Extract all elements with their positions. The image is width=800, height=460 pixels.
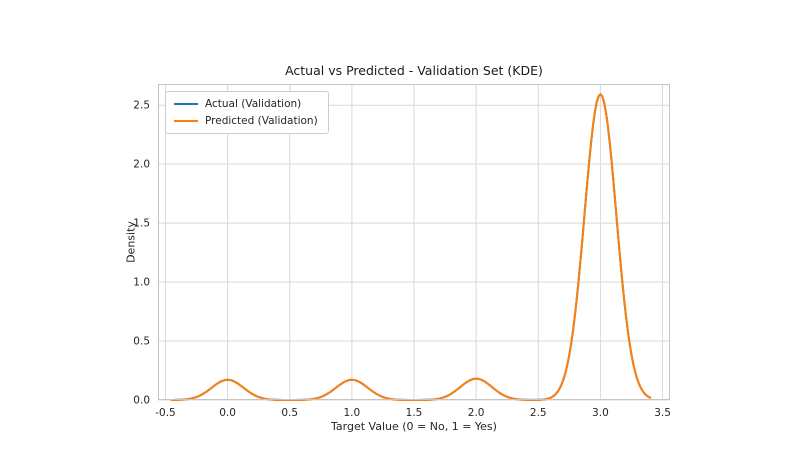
x-tick-label: -0.5 (155, 407, 176, 419)
plot-area: -0.5 0.0 0.5 1.0 1.5 2.0 2.5 3.0 3.5 0.0 0.5 1.0 1.5… (133, 84, 671, 419)
y-tick-label: 1.5 (133, 218, 150, 230)
y-tick-label: 2.5 (133, 100, 150, 112)
y-tick-label: 1.0 (133, 277, 150, 289)
y-tick-label: 0.0 (133, 395, 150, 407)
legend-item-predicted: Predicted (Validation) (174, 115, 318, 127)
legend-item-actual: Actual (Validation) (174, 98, 318, 110)
x-tick-label: 1.0 (344, 407, 361, 419)
x-tick-label: 2.5 (530, 407, 547, 419)
legend-label-predicted: Predicted (Validation) (205, 115, 318, 127)
legend: Actual (Validation) Predicted (Validatio… (165, 91, 329, 134)
actual-line-swatch (174, 103, 198, 105)
x-tick-label: 1.5 (406, 407, 423, 419)
x-tick-label: 3.5 (654, 407, 671, 419)
x-tick-label: 3.0 (592, 407, 609, 419)
legend-label-actual: Actual (Validation) (205, 98, 302, 110)
y-tick-label: 2.0 (133, 159, 150, 171)
predicted-line-swatch (174, 120, 198, 122)
chart-title: Actual vs Predicted - Validation Set (KD… (285, 63, 543, 78)
plot-border (158, 84, 670, 400)
x-tick-label: 0.5 (281, 407, 298, 419)
x-tick-label: 0.0 (219, 407, 236, 419)
x-axis-label: Target Value (0 = No, 1 = Yes) (331, 420, 497, 433)
y-tick-label: 0.5 (133, 336, 150, 348)
x-tick-label: 2.0 (468, 407, 485, 419)
